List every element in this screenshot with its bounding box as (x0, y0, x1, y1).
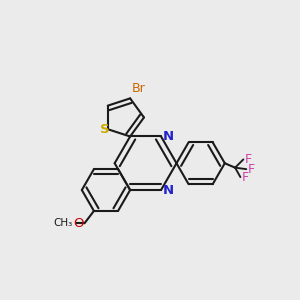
Text: O: O (73, 218, 83, 230)
Text: N: N (163, 130, 174, 143)
Text: S: S (100, 123, 110, 136)
Text: F: F (248, 163, 255, 176)
Text: F: F (245, 153, 252, 166)
Text: F: F (242, 171, 249, 184)
Text: CH₃: CH₃ (53, 218, 73, 228)
Text: Br: Br (132, 82, 145, 95)
Text: N: N (163, 184, 174, 196)
